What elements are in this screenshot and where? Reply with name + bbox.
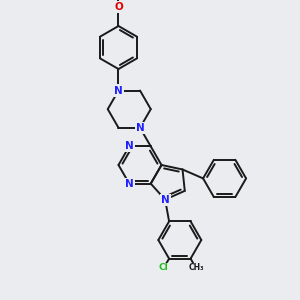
Text: N: N xyxy=(136,123,144,133)
Text: CH₃: CH₃ xyxy=(188,263,204,272)
Text: N: N xyxy=(125,141,134,152)
Text: N: N xyxy=(114,85,123,95)
Text: Cl: Cl xyxy=(159,263,169,272)
Text: N: N xyxy=(161,195,170,205)
Text: N: N xyxy=(125,178,134,189)
Text: O: O xyxy=(114,2,123,12)
